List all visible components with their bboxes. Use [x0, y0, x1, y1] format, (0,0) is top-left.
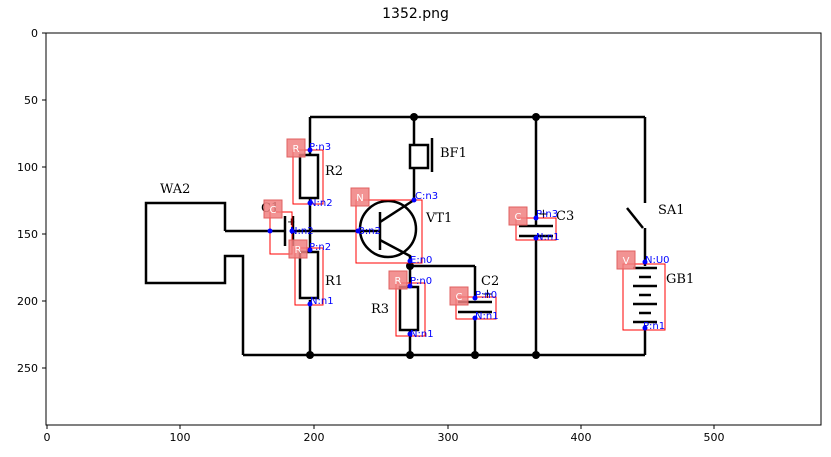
- x-tick-label: 200: [304, 431, 325, 444]
- resistor-r2: [298, 153, 320, 200]
- annotation-overlays: R C N R R C C V: [263, 138, 670, 340]
- label-gb1: GB1: [666, 272, 694, 287]
- tag-label: C: [456, 292, 463, 303]
- pin-label: P:n3: [309, 142, 331, 153]
- label-c2-plus: +: [482, 287, 493, 302]
- label-sa1: SA1: [658, 203, 685, 218]
- x-tick-label: 400: [571, 431, 592, 444]
- pin-label: N:n1: [310, 296, 334, 307]
- pin-label: E:n0: [410, 255, 432, 266]
- x-tick-label: 0: [44, 431, 51, 444]
- pin-label: N:n1: [475, 311, 499, 322]
- tag-label: C: [270, 205, 277, 216]
- label-bf1: BF1: [440, 146, 467, 161]
- figure-title: 1352.png: [382, 6, 449, 22]
- pin-label: P:n3: [536, 209, 558, 220]
- pin-label: N:U0: [645, 255, 670, 266]
- tag-label: R: [293, 144, 300, 155]
- label-wa2: WA2: [160, 182, 190, 197]
- schematic-components: [298, 138, 434, 332]
- pin-label: P:n0: [410, 276, 432, 287]
- label-c3: C3: [556, 209, 574, 224]
- pin-label: P:n2: [309, 242, 331, 253]
- label-c2: C2: [481, 274, 499, 289]
- y-tick-label: 150: [17, 228, 38, 241]
- pin-label: P:n0: [475, 290, 497, 301]
- y-tick-label: 200: [17, 295, 38, 308]
- resistor-r3: [398, 285, 420, 332]
- label-c3-plus: +: [538, 207, 549, 222]
- pin-label: N:n1: [410, 329, 434, 340]
- axes-frame: [45, 32, 822, 426]
- pin-label: N:n2: [309, 198, 333, 209]
- resistor-r1: [298, 250, 320, 300]
- y-tick-label: 250: [17, 362, 38, 375]
- label-r2: R2: [325, 164, 343, 179]
- y-tick-label: 100: [17, 161, 38, 174]
- transistor-vt1: [358, 199, 418, 259]
- tag-label: N: [356, 193, 363, 204]
- label-r1: R1: [325, 274, 343, 289]
- pin-label: N:n2: [290, 226, 314, 237]
- x-tick-label: 100: [170, 431, 191, 444]
- tag-label: R: [295, 245, 302, 256]
- junction-dots: [306, 113, 540, 359]
- y-tick-label: 0: [31, 27, 38, 40]
- label-vt1: VT1: [425, 211, 452, 226]
- x-tick-label: 300: [438, 431, 459, 444]
- label-r3: R3: [371, 302, 389, 317]
- pin-label: B:n2: [358, 226, 381, 237]
- tag-label: V: [623, 256, 630, 267]
- y-tick-label: 50: [24, 94, 38, 107]
- pin-label: P:n1: [643, 321, 665, 332]
- buzzer-bf1: [408, 143, 430, 170]
- tag-label: C: [515, 212, 522, 223]
- pin-label: N:n1: [536, 232, 560, 243]
- battery-gb1: [633, 266, 657, 324]
- tag-label: R: [395, 276, 402, 287]
- x-tick-label: 500: [704, 431, 725, 444]
- label-c1-plus: +: [287, 217, 295, 228]
- pin-label: C:n3: [415, 191, 438, 202]
